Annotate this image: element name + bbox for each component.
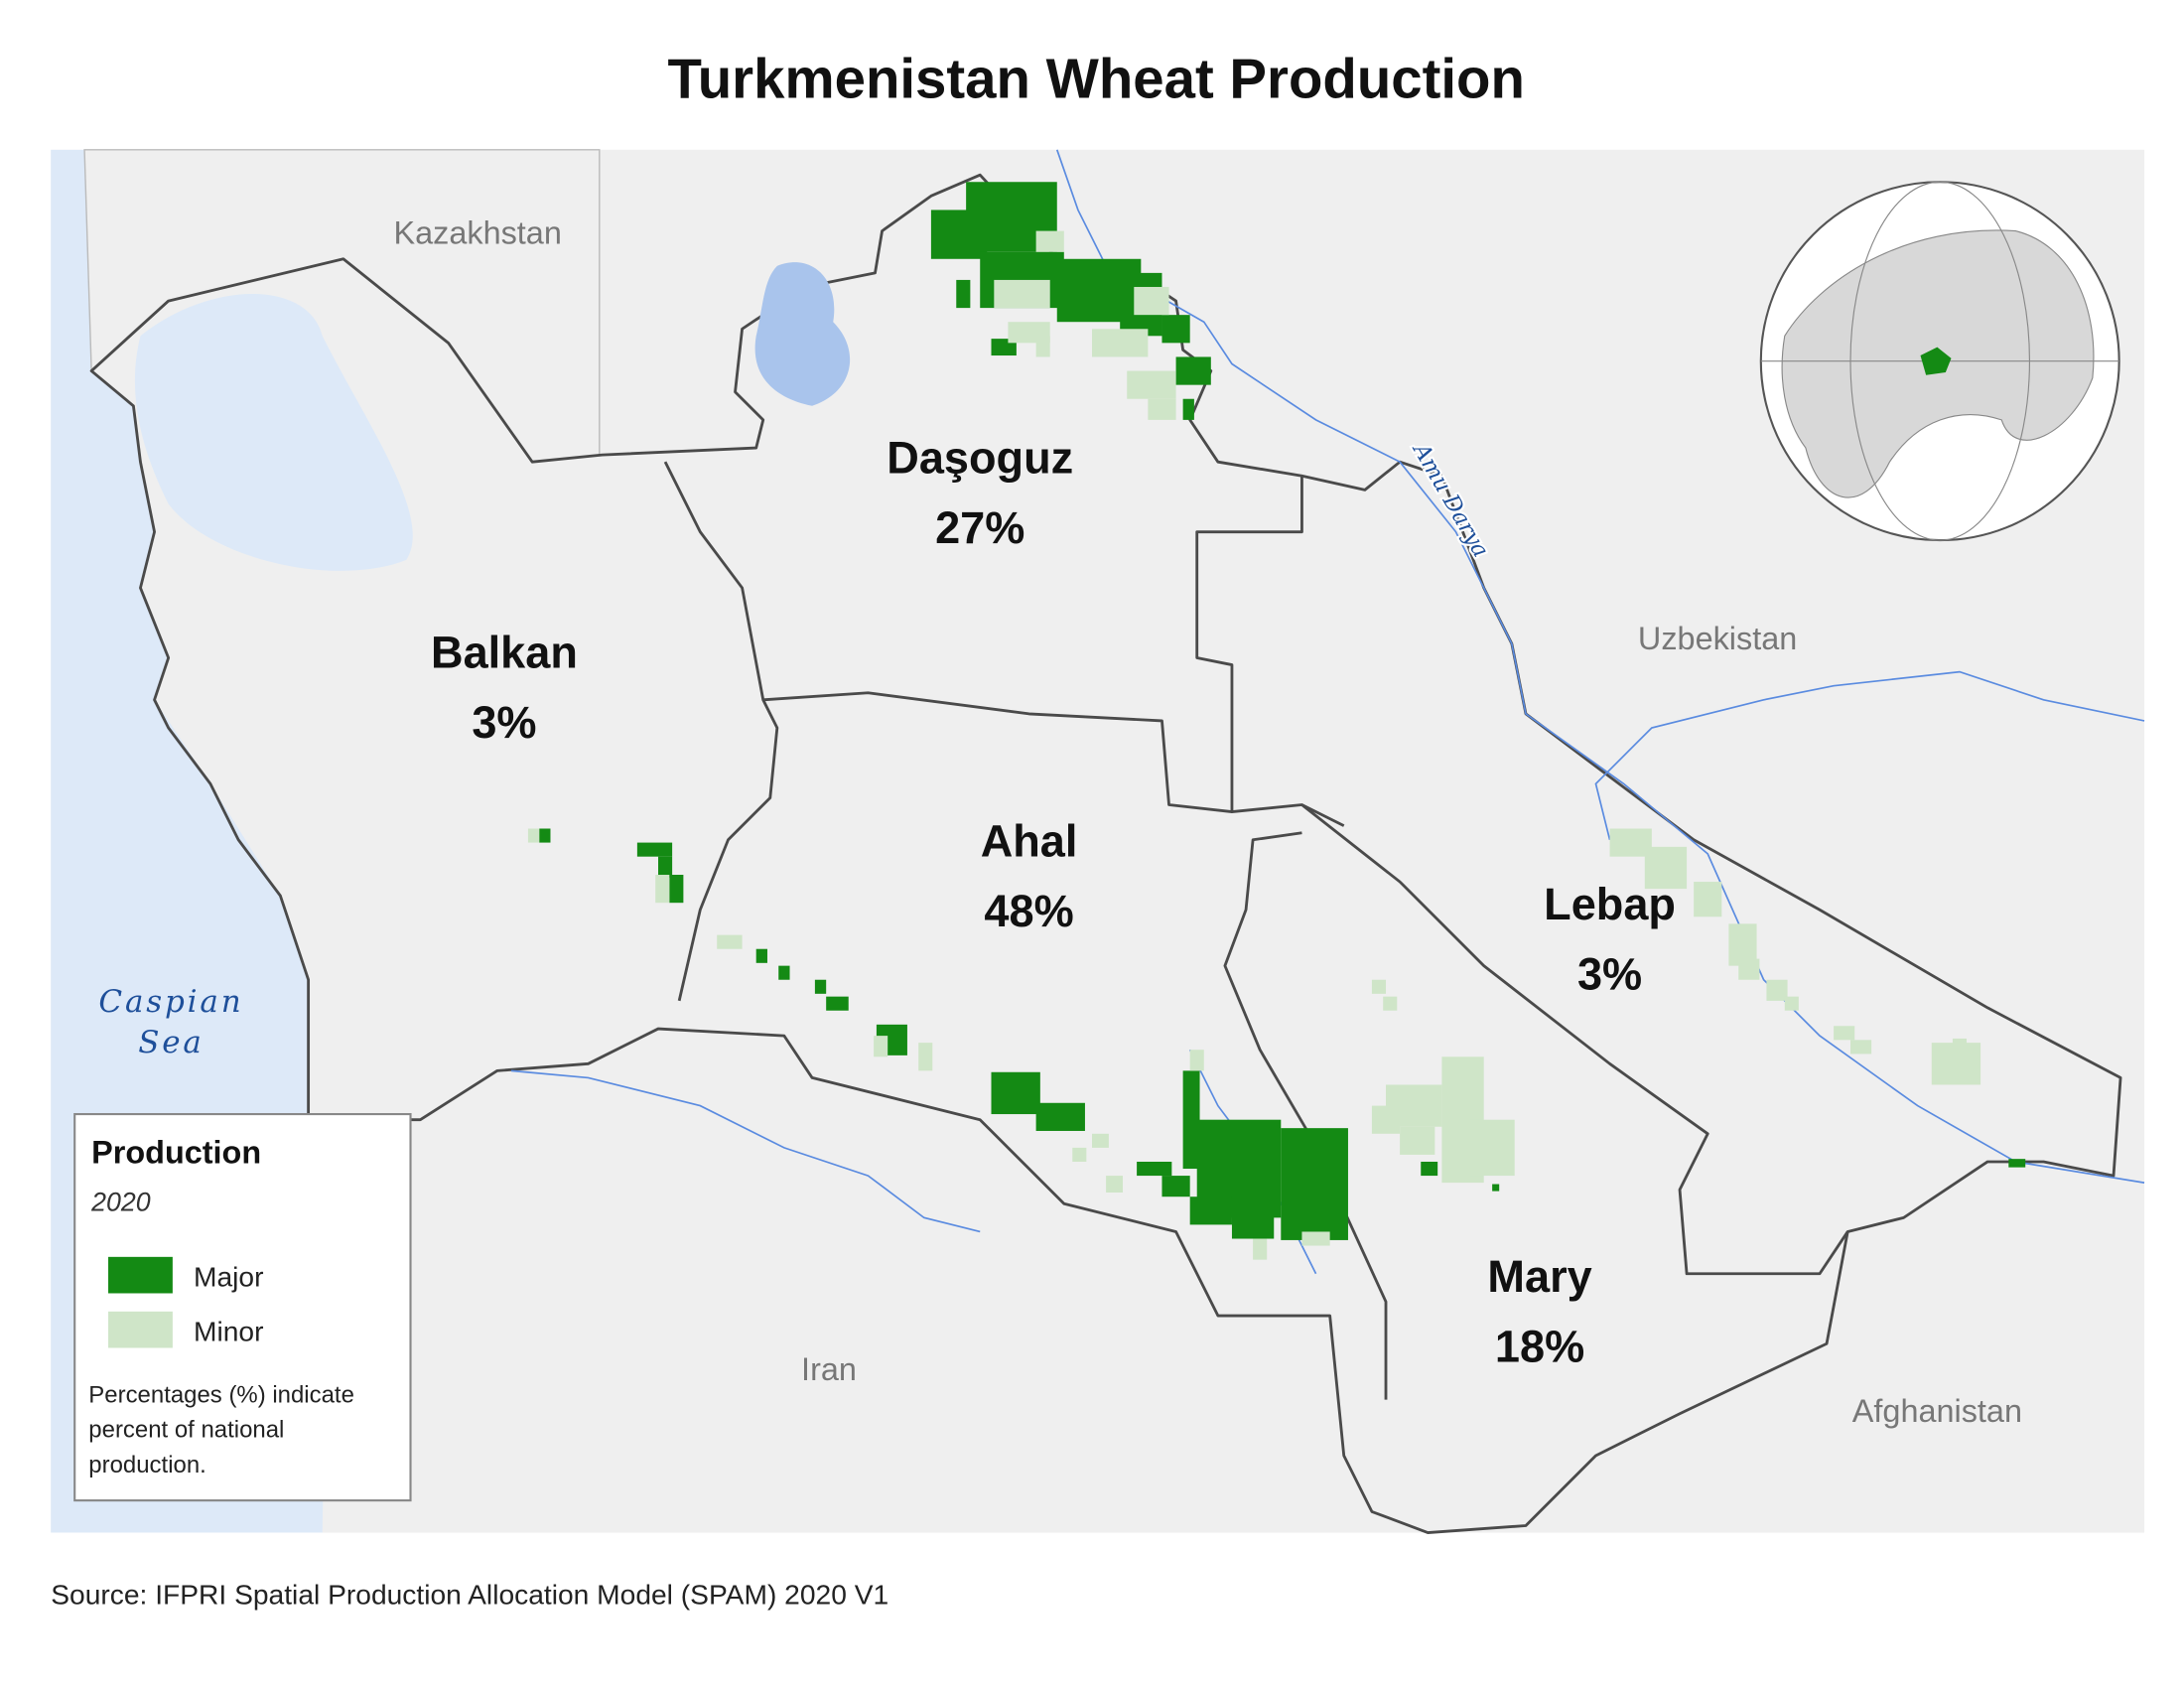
major-area (956, 279, 971, 309)
legend-title: Production (91, 1134, 261, 1170)
major-area (1137, 1161, 1172, 1177)
major-area (1161, 315, 1190, 344)
legend: Production 2020 Major Minor Percentages … (73, 1112, 412, 1502)
minor-area (874, 1036, 888, 1057)
minor-area (994, 279, 1050, 309)
region-share: 18% (1495, 1322, 1584, 1372)
province-border (663, 461, 779, 1002)
minor-area (1035, 336, 1050, 357)
region-share: 3% (472, 697, 536, 748)
legend-year: 2020 (90, 1187, 151, 1216)
legend-note: percent of national (88, 1417, 284, 1444)
major-area (2008, 1159, 2026, 1168)
minor-area (1371, 1105, 1401, 1134)
country-label: Uzbekistan (1638, 621, 1797, 656)
country-label: Afghanistan (1852, 1393, 2022, 1429)
minor-area (1371, 979, 1387, 994)
major-area (1189, 1196, 1232, 1225)
river (510, 1069, 981, 1233)
legend-label: Major (194, 1260, 263, 1292)
source: Source: IFPRI Spatial Production Allocat… (51, 1578, 888, 1610)
province-border (1223, 831, 1388, 1400)
river (1594, 670, 2145, 840)
minor-area (1092, 329, 1149, 357)
major-area (1182, 1070, 1200, 1170)
minor-area (655, 875, 670, 904)
minor-area (1952, 1038, 1968, 1054)
minor-area (1850, 1040, 1872, 1055)
major-area (1161, 1176, 1190, 1197)
region-share: 48% (984, 886, 1073, 936)
legend-swatch (108, 1311, 173, 1348)
major-area (669, 875, 684, 904)
aral-sea (754, 262, 851, 406)
province-border (1195, 476, 1345, 827)
region-name: Daşoguz (887, 432, 1073, 483)
minor-area (918, 1043, 933, 1071)
minor-area (1469, 1119, 1515, 1177)
minor-area (527, 828, 540, 843)
major-area (1421, 1161, 1438, 1177)
province-border (762, 691, 1233, 813)
globe-inset (1759, 181, 2120, 542)
amu-darya-river (1055, 149, 2145, 1184)
minor-area (1766, 979, 1788, 1001)
major-area (1182, 398, 1194, 420)
region-share: 3% (1577, 949, 1642, 1000)
legend-swatch (108, 1256, 173, 1294)
major-area (1281, 1128, 1348, 1240)
minor-area (1694, 882, 1722, 917)
minor-area (1072, 1147, 1087, 1162)
minor-area (1189, 1050, 1204, 1071)
region-name: Lebap (1544, 879, 1676, 929)
minor-area (717, 934, 743, 949)
region-name: Ahal (981, 816, 1078, 867)
legend-note: production. (88, 1452, 206, 1478)
major-area (991, 1071, 1040, 1115)
sea-label: Caspian (98, 984, 243, 1020)
legend-box (73, 1112, 412, 1502)
minor-area (1092, 1133, 1109, 1148)
minor-area (1383, 996, 1398, 1011)
minor-area (1035, 230, 1064, 252)
major-area (778, 965, 790, 980)
major-area (636, 842, 673, 857)
region-share: 27% (935, 502, 1024, 553)
legend-label: Minor (194, 1315, 263, 1346)
legend-note: Percentages (%) indicate (88, 1381, 354, 1408)
major-area (658, 856, 673, 878)
minor-area (1644, 846, 1688, 890)
sea-label: Sea (138, 1025, 205, 1060)
country-label: Iran (801, 1351, 857, 1387)
major-area (1175, 356, 1211, 385)
region-name: Balkan (431, 627, 578, 677)
region-name: Mary (1487, 1251, 1591, 1302)
major-area (814, 979, 827, 994)
minor-area (1784, 996, 1799, 1011)
country-label: Kazakhstan (394, 214, 562, 250)
major-area (539, 828, 551, 843)
major-area (1035, 1102, 1085, 1131)
major-area (1492, 1184, 1500, 1192)
province-border (1300, 803, 1849, 1276)
major-area (826, 996, 849, 1011)
minor-area (1134, 286, 1169, 316)
minor-area (1400, 1126, 1435, 1155)
minor-area (1106, 1176, 1124, 1193)
minor-area (1834, 1026, 1855, 1041)
globe-turkmenistan (1920, 347, 1952, 375)
minor-area (1738, 958, 1760, 980)
production-areas (527, 182, 2026, 1260)
major-area (1231, 1161, 1275, 1239)
minor-area (1301, 1231, 1330, 1246)
minor-area (1127, 370, 1176, 399)
major-area (755, 948, 767, 963)
minor-area (1253, 1238, 1268, 1260)
minor-area (1148, 398, 1176, 420)
title: Turkmenistan Wheat Production (668, 48, 1525, 110)
kara-bogaz-gol (134, 294, 413, 571)
